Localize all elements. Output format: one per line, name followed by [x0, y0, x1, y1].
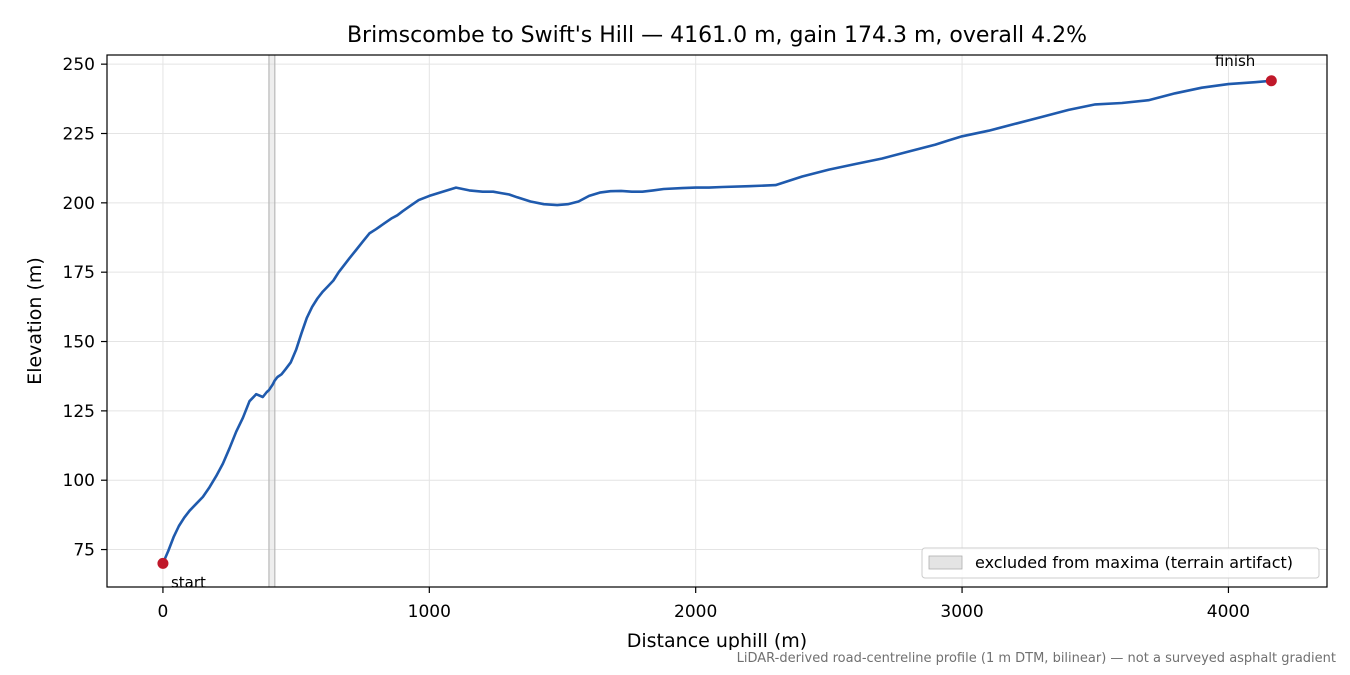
plot-area-frame [106, 54, 1328, 588]
x-axis-ticks: 0 1000 2000 3000 4000 [158, 587, 1250, 622]
marker-layer: start finish [157, 52, 1277, 591]
x-axis-label: Distance uphill (m) [627, 630, 807, 650]
y-axis-label: Elevation (m) [24, 257, 46, 385]
y-tick-label: 200 [63, 194, 95, 214]
x-tick-label: 4000 [1207, 602, 1250, 622]
excluded-band [268, 55, 276, 587]
finish-label: finish [1215, 52, 1255, 70]
start-label: start [171, 573, 206, 591]
y-tick-label: 125 [63, 402, 95, 422]
legend-swatch [928, 555, 963, 570]
x-tick-label: 1000 [408, 602, 451, 622]
y-tick-label: 175 [63, 263, 95, 283]
legend-label: excluded from maxima (terrain artifact) [975, 553, 1293, 572]
y-tick-label: 225 [63, 124, 95, 144]
legend-frame [921, 547, 1320, 579]
chart-title: Brimscombe to Swift's Hill — 4161.0 m, g… [347, 23, 1087, 48]
series-layer [161, 79, 1273, 565]
elevation-chart: Brimscombe to Swift's Hill — 4161.0 m, g… [24, 23, 1328, 650]
elevation-series-line [161, 79, 1273, 565]
y-tick-label: 75 [73, 541, 95, 561]
footnote: LiDAR-derived road-centreline profile (1… [736, 651, 1336, 666]
x-tick-label: 3000 [940, 602, 983, 622]
finish-marker [1265, 75, 1277, 87]
excluded-band-fill [268, 55, 275, 587]
y-tick-label: 250 [63, 55, 95, 75]
gridlines [107, 55, 1327, 587]
x-tick-label: 2000 [674, 602, 717, 622]
x-tick-label: 0 [158, 602, 169, 622]
y-tick-label: 150 [63, 333, 95, 353]
start-marker [157, 557, 169, 569]
y-axis-ticks: 75 100 125 150 175 200 225 250 [63, 55, 107, 561]
legend: excluded from maxima (terrain artifact) [921, 547, 1320, 579]
y-tick-label: 100 [63, 471, 95, 491]
